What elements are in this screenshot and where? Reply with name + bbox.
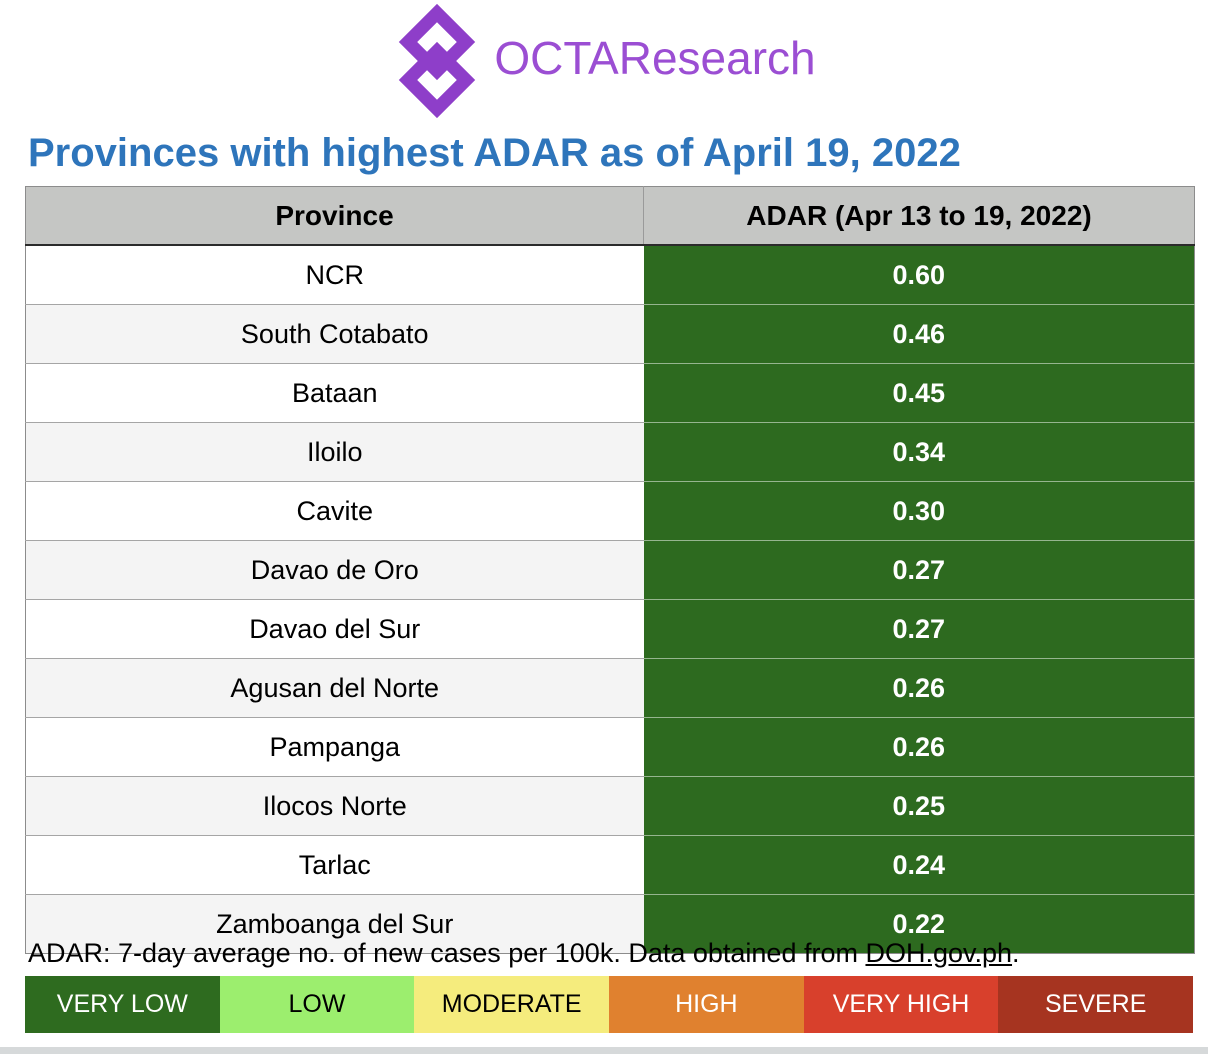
province-cell: Iloilo — [25, 422, 644, 482]
adar-cell: 0.22 — [643, 894, 1195, 954]
province-cell: South Cotabato — [25, 304, 644, 364]
legend-item-high: HIGH — [609, 976, 804, 1033]
province-cell: Cavite — [25, 481, 644, 541]
brand-header: OCTAResearch — [0, 0, 1208, 122]
footnote-text: ADAR: 7-day average no. of new cases per… — [28, 938, 866, 968]
province-cell: Ilocos Norte — [25, 776, 644, 836]
adar-table: Province ADAR (Apr 13 to 19, 2022) NCR 0… — [25, 186, 1195, 954]
adar-cell: 0.26 — [643, 717, 1195, 777]
province-cell: Davao de Oro — [25, 540, 644, 600]
footnote: ADAR: 7-day average no. of new cases per… — [28, 938, 1020, 969]
column-header-province: Province — [25, 186, 644, 246]
window-bottom-edge — [0, 1047, 1208, 1054]
table-row: South Cotabato 0.46 — [25, 304, 1195, 364]
legend-item-very-low: VERY LOW — [25, 976, 220, 1033]
adar-cell: 0.45 — [643, 363, 1195, 423]
adar-cell: 0.27 — [643, 540, 1195, 600]
adar-legend: VERY LOW LOW MODERATE HIGH VERY HIGH SEV… — [25, 976, 1194, 1033]
adar-cell: 0.25 — [643, 776, 1195, 836]
adar-cell: 0.24 — [643, 835, 1195, 895]
province-cell: Zamboanga del Sur — [25, 894, 644, 954]
table-row: NCR 0.60 — [25, 245, 1195, 305]
adar-cell: 0.34 — [643, 422, 1195, 482]
table-row: Pampanga 0.26 — [25, 717, 1195, 777]
adar-cell: 0.27 — [643, 599, 1195, 659]
legend-item-moderate: MODERATE — [414, 976, 610, 1033]
adar-cell: 0.60 — [643, 245, 1195, 305]
table-row: Tarlac 0.24 — [25, 835, 1195, 895]
table-row: Bataan 0.45 — [25, 363, 1195, 423]
legend-item-very-high: VERY HIGH — [803, 976, 999, 1033]
adar-cell: 0.26 — [643, 658, 1195, 718]
province-cell: Davao del Sur — [25, 599, 644, 659]
province-cell: NCR — [25, 245, 644, 305]
adar-cell: 0.46 — [643, 304, 1195, 364]
brand-name: OCTAResearch — [494, 32, 816, 84]
province-cell: Tarlac — [25, 835, 644, 895]
adar-cell: 0.30 — [643, 481, 1195, 541]
province-cell: Pampanga — [25, 717, 644, 777]
legend-item-severe: SEVERE — [998, 976, 1194, 1033]
table-row: Davao del Sur 0.27 — [25, 599, 1195, 659]
table-row: Davao de Oro 0.27 — [25, 540, 1195, 600]
table-row: Iloilo 0.34 — [25, 422, 1195, 482]
legend-item-low: LOW — [219, 976, 415, 1033]
doh-link[interactable]: DOH.gov.ph — [865, 938, 1013, 968]
table-header-row: Province ADAR (Apr 13 to 19, 2022) — [25, 186, 1195, 246]
footnote-period: . — [1012, 938, 1020, 968]
table-row: Zamboanga del Sur 0.22 — [25, 894, 1195, 954]
table-row: Cavite 0.30 — [25, 481, 1195, 541]
table-row: Agusan del Norte 0.26 — [25, 658, 1195, 718]
page-title: Provinces with highest ADAR as of April … — [28, 131, 961, 175]
table-row: Ilocos Norte 0.25 — [25, 776, 1195, 836]
column-header-adar: ADAR (Apr 13 to 19, 2022) — [643, 186, 1195, 246]
octa-logo-icon — [392, 3, 484, 119]
province-cell: Bataan — [25, 363, 644, 423]
province-cell: Agusan del Norte — [25, 658, 644, 718]
